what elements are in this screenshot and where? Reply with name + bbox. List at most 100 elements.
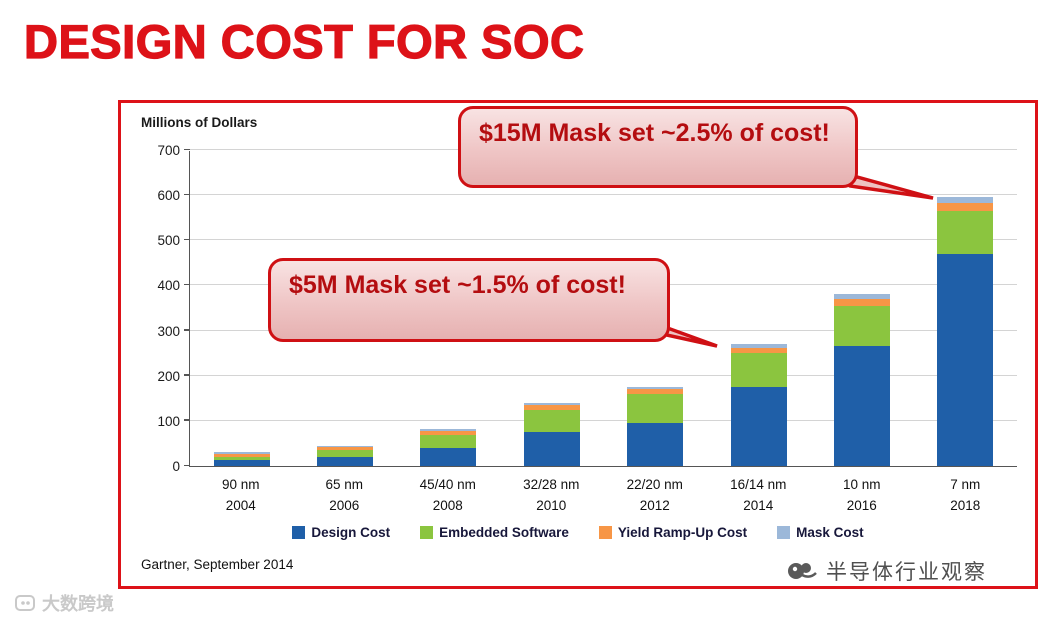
stacked-bar-1614nm xyxy=(730,344,787,466)
bar-segment xyxy=(730,347,787,354)
bars xyxy=(190,151,1017,466)
x-axis-label: 65 nm 2006 xyxy=(325,477,364,513)
x-axis-label: 10 nm 2016 xyxy=(842,477,881,513)
bar-slot xyxy=(190,151,293,466)
corner-logo-icon xyxy=(15,595,35,611)
x-axis-label: 16/14 nm 2014 xyxy=(730,477,787,513)
bar-segment xyxy=(833,294,890,299)
y-axis-tick-label: 300 xyxy=(157,323,180,339)
y-axis-tick xyxy=(184,419,190,421)
callout-15m-mask-set: $15M Mask set ~2.5% of cost! xyxy=(458,106,858,188)
x-axis-label: 22/20 nm 2012 xyxy=(626,477,683,513)
bar-slot xyxy=(810,151,913,466)
bar-segment xyxy=(833,298,890,306)
legend: Design Cost Embedded Software Yield Ramp-U… xyxy=(121,525,1035,540)
legend-label: Embedded Software xyxy=(439,525,569,540)
bar-segment xyxy=(937,197,994,203)
bar-slot xyxy=(293,151,396,466)
gridline xyxy=(190,194,1017,196)
bar-segment xyxy=(420,429,477,431)
bar-segment xyxy=(523,409,580,433)
stacked-bar-4540nm xyxy=(420,429,477,466)
y-axis-tick-label: 500 xyxy=(157,233,180,249)
corner-watermark-left: 大数跨境 xyxy=(14,590,114,616)
bar-segment xyxy=(317,450,374,457)
plot-area: 0 100 200 300 400 500 600 700 xyxy=(157,143,1017,474)
legend-item: Yield Ramp-Up Cost xyxy=(598,525,748,540)
brand-watermark-right: 半导体行业观察 xyxy=(786,556,987,586)
gridline xyxy=(190,419,1017,421)
x-axis-label: 7 nm 2018 xyxy=(950,477,981,513)
x-axis-labels: 90 nm 2004 65 nm 2006 45/40 nm 2008 32/28 nm 20… xyxy=(189,475,1017,517)
legend-item: Embedded Software xyxy=(420,525,569,540)
bar-segment xyxy=(317,456,374,466)
legend-label: Yield Ramp-Up Cost xyxy=(617,525,748,540)
y-axis-tick xyxy=(184,193,190,196)
y-axis-tick xyxy=(184,464,190,466)
bar-segment xyxy=(213,456,270,461)
stacked-bar-10nm xyxy=(833,294,890,466)
callout-5m-mask-set: $5M Mask set ~1.5% of cost! xyxy=(268,258,670,342)
bar-segment xyxy=(420,447,477,466)
y-axis-tick xyxy=(184,148,190,150)
bar-segment xyxy=(833,346,890,466)
stacked-bar-65nm xyxy=(317,445,374,466)
bar-segment xyxy=(833,305,890,347)
corner-watermark-text: 大数跨境 xyxy=(42,594,114,614)
bar-slot xyxy=(707,151,810,466)
bar-segment xyxy=(627,389,684,394)
stacked-bar-7nm xyxy=(937,197,994,466)
bar-segment xyxy=(420,430,477,436)
bar-segment xyxy=(627,387,684,390)
bar-segment xyxy=(317,447,374,451)
x-axis-label: 32/28 nm 2010 xyxy=(523,477,580,513)
bar-segment xyxy=(317,445,374,448)
legend-swatch xyxy=(777,526,791,539)
stacked-bar-3228nm xyxy=(523,402,580,466)
source-label: Gartner, September 2014 xyxy=(141,557,294,572)
bar-segment xyxy=(730,344,787,348)
x-axis-label: 45/40 nm 2008 xyxy=(419,477,476,513)
bar-segment xyxy=(627,423,684,466)
legend-label: Design Cost xyxy=(311,525,391,540)
y-axis-tick-label: 600 xyxy=(157,188,180,204)
gridline xyxy=(190,374,1017,376)
legend-swatch xyxy=(292,526,306,539)
bar-segment xyxy=(730,387,787,466)
gridline xyxy=(190,239,1017,241)
bar-segment xyxy=(213,452,270,454)
y-axis-tick-label: 100 xyxy=(157,413,180,429)
stacked-bar-2220nm xyxy=(627,387,684,466)
bar-slot xyxy=(914,151,1017,466)
bar-segment xyxy=(937,253,994,466)
y-axis-tick-label: 700 xyxy=(157,143,180,158)
bar-segment xyxy=(730,353,787,387)
brand-watermark-text: 半导体行业观察 xyxy=(826,561,987,584)
bar-segment xyxy=(420,435,477,448)
bar-segment xyxy=(937,202,994,211)
bar-segment xyxy=(523,432,580,466)
y-axis-tick-label: 0 xyxy=(172,459,180,474)
y-axis-title: Millions of Dollars xyxy=(141,115,258,130)
y-axis-tick xyxy=(184,283,190,286)
y-axis-tick-label: 200 xyxy=(157,368,180,384)
bar-segment xyxy=(213,460,270,466)
bar-segment xyxy=(937,210,994,254)
bar-segment xyxy=(213,453,270,457)
bar-slot xyxy=(604,151,707,466)
brand-logo-icon xyxy=(788,563,817,579)
legend-item: Design Cost xyxy=(292,525,390,540)
bar-slot xyxy=(397,151,500,466)
y-axis-tick xyxy=(184,238,190,241)
legend-label: Mask Cost xyxy=(796,525,864,540)
y-axis-tick xyxy=(184,374,190,376)
bar-segment xyxy=(523,405,580,410)
page-title: DESIGN COST FOR SOC xyxy=(23,14,585,68)
bar-segment xyxy=(523,402,580,406)
y-axis-tick-label: 400 xyxy=(157,278,180,294)
y-axis-tick xyxy=(184,329,190,331)
legend-swatch xyxy=(598,526,612,539)
legend-item: Mask Cost xyxy=(777,525,864,540)
legend-swatch xyxy=(420,526,434,539)
bar-slot xyxy=(500,151,603,466)
